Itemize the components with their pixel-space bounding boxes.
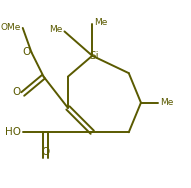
Text: Si: Si <box>89 51 99 61</box>
Text: Me: Me <box>160 98 173 107</box>
Text: Me: Me <box>49 25 63 34</box>
Text: O: O <box>22 47 31 57</box>
Text: O: O <box>41 147 49 157</box>
Text: Me: Me <box>94 18 107 27</box>
Text: OMe: OMe <box>1 24 21 33</box>
Text: HO: HO <box>5 127 21 137</box>
Text: O: O <box>13 87 21 97</box>
